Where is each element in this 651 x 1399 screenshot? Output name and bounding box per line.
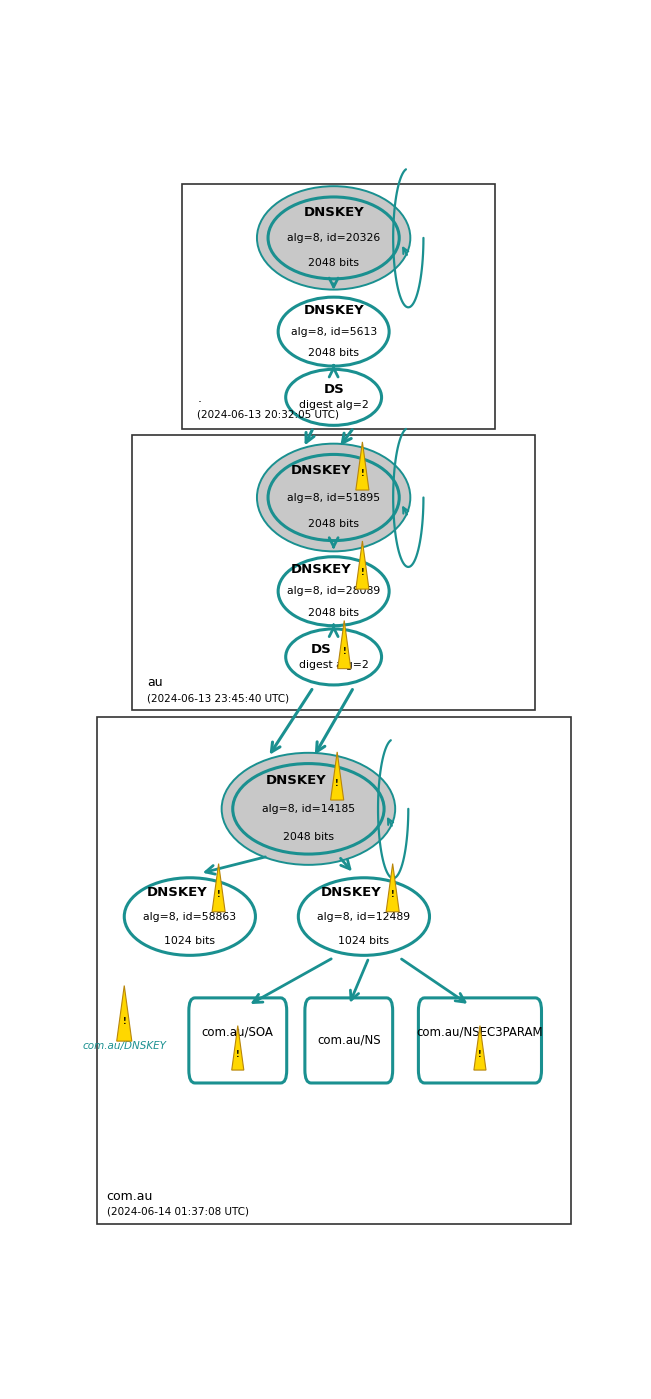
Text: digest alg=2: digest alg=2 — [299, 659, 368, 670]
Ellipse shape — [286, 630, 381, 686]
Ellipse shape — [124, 877, 255, 956]
Polygon shape — [356, 541, 369, 589]
Text: .: . — [197, 392, 201, 404]
Text: 2048 bits: 2048 bits — [308, 348, 359, 358]
Text: alg=8, id=58863: alg=8, id=58863 — [143, 912, 236, 922]
Text: 1024 bits: 1024 bits — [339, 936, 389, 946]
Text: alg=8, id=51895: alg=8, id=51895 — [287, 492, 380, 502]
Text: alg=8, id=12489: alg=8, id=12489 — [317, 912, 411, 922]
Polygon shape — [232, 1025, 244, 1070]
Ellipse shape — [278, 297, 389, 367]
Polygon shape — [331, 751, 344, 800]
Ellipse shape — [278, 557, 389, 625]
Text: !: ! — [217, 890, 221, 900]
Polygon shape — [386, 863, 399, 912]
Text: DNSKEY: DNSKEY — [290, 564, 352, 576]
FancyBboxPatch shape — [305, 997, 393, 1083]
Text: !: ! — [122, 1017, 126, 1027]
Ellipse shape — [233, 764, 384, 853]
Text: alg=8, id=14185: alg=8, id=14185 — [262, 804, 355, 814]
Text: DS: DS — [311, 644, 331, 656]
Text: com.au/NSEC3PARAM: com.au/NSEC3PARAM — [417, 1025, 544, 1038]
FancyBboxPatch shape — [189, 997, 286, 1083]
Text: digest alg=2: digest alg=2 — [299, 400, 368, 410]
Text: !: ! — [361, 469, 364, 477]
Polygon shape — [212, 863, 225, 912]
Text: !: ! — [361, 568, 364, 576]
Text: DNSKEY: DNSKEY — [303, 304, 364, 316]
Ellipse shape — [257, 443, 410, 551]
Text: !: ! — [342, 648, 346, 656]
Text: alg=8, id=5613: alg=8, id=5613 — [290, 326, 377, 337]
Text: !: ! — [391, 890, 395, 900]
Text: au: au — [147, 676, 163, 690]
Text: DS: DS — [324, 383, 344, 396]
Text: 1024 bits: 1024 bits — [164, 936, 215, 946]
Text: 2048 bits: 2048 bits — [308, 259, 359, 269]
Text: DNSKEY: DNSKEY — [147, 886, 208, 900]
Text: com.au/NS: com.au/NS — [317, 1034, 381, 1046]
Polygon shape — [474, 1025, 486, 1070]
Text: (2024-06-13 23:45:40 UTC): (2024-06-13 23:45:40 UTC) — [147, 693, 289, 704]
Polygon shape — [338, 621, 351, 669]
Text: alg=8, id=28089: alg=8, id=28089 — [287, 586, 380, 596]
Text: 2048 bits: 2048 bits — [308, 519, 359, 529]
Text: DNSKEY: DNSKEY — [321, 886, 381, 900]
FancyBboxPatch shape — [182, 185, 495, 428]
Text: alg=8, id=20326: alg=8, id=20326 — [287, 232, 380, 243]
Text: !: ! — [236, 1051, 240, 1059]
FancyBboxPatch shape — [419, 997, 542, 1083]
Ellipse shape — [268, 197, 399, 278]
Ellipse shape — [257, 186, 410, 290]
Text: !: ! — [335, 779, 339, 788]
Ellipse shape — [298, 877, 430, 956]
Text: com.au/SOA: com.au/SOA — [202, 1025, 273, 1038]
Text: DNSKEY: DNSKEY — [290, 464, 352, 477]
Text: com.au: com.au — [107, 1191, 153, 1203]
Text: !: ! — [478, 1051, 482, 1059]
FancyBboxPatch shape — [132, 435, 535, 709]
Text: com.au/DNSKEY: com.au/DNSKEY — [82, 1041, 166, 1051]
Text: 2048 bits: 2048 bits — [308, 607, 359, 617]
Ellipse shape — [221, 753, 395, 865]
Text: (2024-06-13 20:32:05 UTC): (2024-06-13 20:32:05 UTC) — [197, 410, 339, 420]
Text: DNSKEY: DNSKEY — [303, 206, 364, 220]
Text: 2048 bits: 2048 bits — [283, 832, 334, 842]
Polygon shape — [356, 442, 369, 490]
Ellipse shape — [286, 369, 381, 425]
Polygon shape — [117, 985, 132, 1041]
Text: (2024-06-14 01:37:08 UTC): (2024-06-14 01:37:08 UTC) — [107, 1207, 249, 1217]
FancyBboxPatch shape — [96, 718, 571, 1224]
Ellipse shape — [268, 455, 399, 540]
Text: DNSKEY: DNSKEY — [266, 774, 326, 788]
